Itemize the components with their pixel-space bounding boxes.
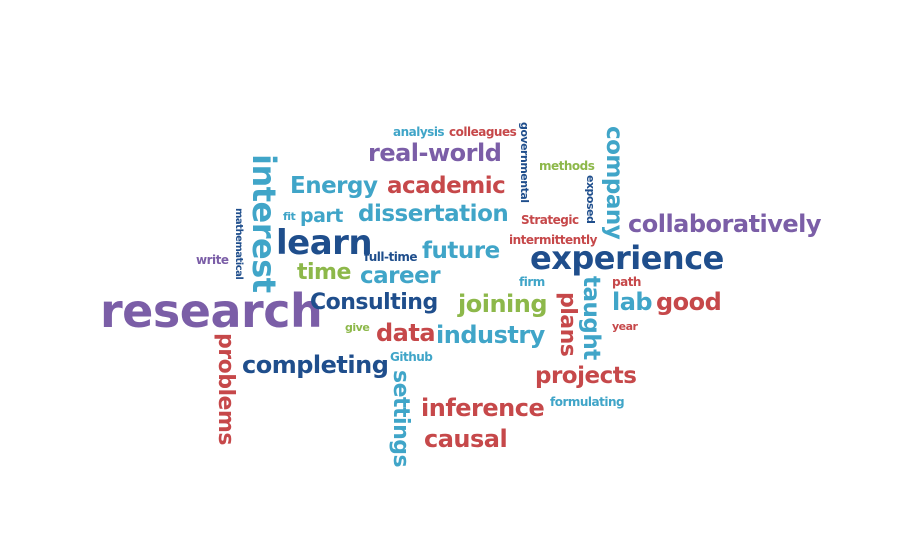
word-methods: methods [539, 159, 595, 173]
word-time: time [297, 260, 351, 285]
word-inference: inference [421, 394, 545, 422]
word-fit: fit [283, 210, 296, 223]
word-data: data [376, 319, 436, 347]
word-joining: joining [458, 290, 548, 318]
word-good: good [656, 288, 722, 316]
word-intermittently: intermittently [509, 233, 597, 247]
word-taught: taught [578, 276, 604, 360]
word-career: career [360, 263, 441, 289]
word-colleagues: colleagues [449, 125, 517, 139]
word-part: part [300, 205, 343, 227]
word-write: write [196, 253, 229, 267]
word-academic: academic [387, 173, 506, 199]
word-lab: lab [612, 288, 653, 316]
word-plans: plans [555, 292, 580, 357]
word-year: year [612, 320, 638, 333]
word-company: company [601, 126, 627, 240]
word-future: future [422, 238, 500, 264]
word-firm: firm [519, 275, 545, 289]
word-consulting: Consulting [310, 290, 438, 315]
word-analysis: analysis [393, 125, 445, 139]
word-real-world: real-world [368, 139, 502, 167]
word-research: research [100, 284, 323, 338]
word-energy: Energy [290, 173, 378, 199]
word-github: Github [390, 350, 433, 364]
word-exposed: exposed [584, 175, 597, 224]
word-projects: projects [535, 363, 637, 389]
word-learn: learn [276, 223, 373, 263]
word-problems: problems [213, 333, 238, 445]
word-governmental: governmental [518, 122, 531, 203]
word-experience: experience [530, 239, 724, 277]
word-full-time: full-time [364, 250, 417, 264]
word-completing: completing [242, 351, 389, 379]
word-industry: industry [436, 321, 545, 349]
word-causal: causal [424, 425, 508, 453]
word-formulating: formulating [550, 395, 625, 409]
word-mathematical: mathematical [233, 208, 244, 280]
word-strategic: Strategic [521, 213, 579, 227]
word-collaboratively: collaboratively [628, 210, 822, 238]
word-interest: interest [245, 154, 283, 293]
word-dissertation: dissertation [358, 201, 509, 227]
word-settings: settings [388, 370, 413, 468]
word-path: path [612, 275, 641, 289]
word-give: give [345, 321, 370, 334]
